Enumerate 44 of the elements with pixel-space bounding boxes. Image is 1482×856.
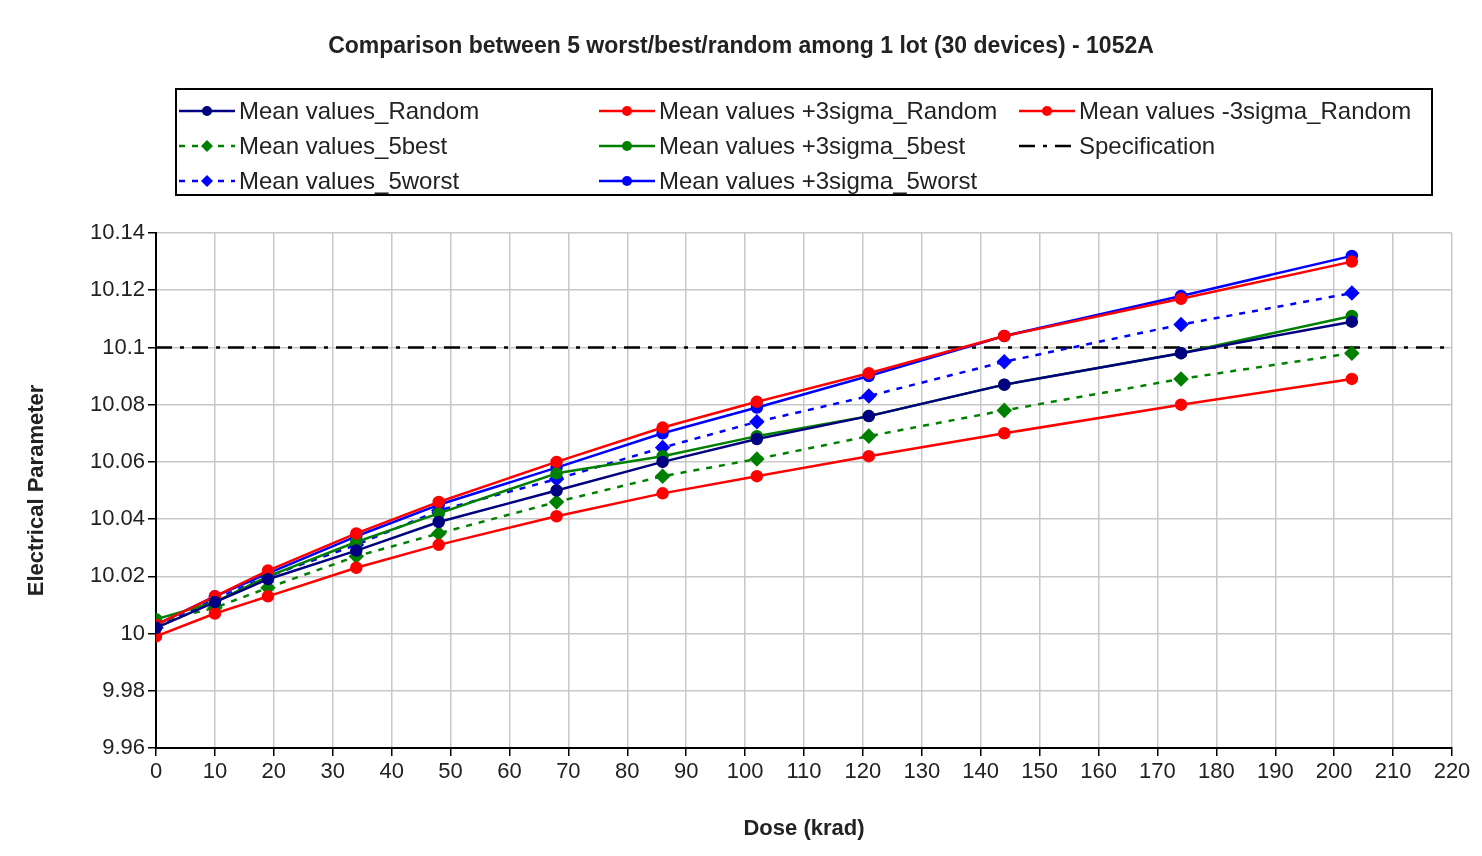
legend-label: Mean values +3sigma_5worst <box>659 166 978 195</box>
y-tick-label: 10.14 <box>89 219 145 245</box>
y-tick-label: 9.98 <box>102 676 145 702</box>
x-tick-label: 0 <box>149 758 163 784</box>
legend-label: Mean values +3sigma_Random <box>659 96 998 125</box>
legend-label: Mean values_5worst <box>239 166 460 195</box>
x-tick-label: 170 <box>1139 758 1176 784</box>
chart-title: Comparison between 5 worst/best/random among 1 lot (30 devices) - 1052A <box>327 32 1155 59</box>
y-tick-label: 10.04 <box>89 505 145 531</box>
legend-label: Mean values_Random <box>239 96 480 125</box>
y-tick-label: 9.96 <box>102 734 145 760</box>
y-tick-label: 10.08 <box>89 390 145 416</box>
legend-label: Mean values_5best <box>239 131 448 160</box>
y-tick-label: 10 <box>120 619 145 645</box>
x-tick-label: 140 <box>962 758 1000 784</box>
x-tick-label: 150 <box>1021 758 1058 784</box>
x-tick-label: 70 <box>556 758 581 784</box>
x-tick-label: 100 <box>726 758 764 784</box>
x-tick-label: 10 <box>202 758 228 784</box>
x-tick-label: 110 <box>786 758 822 784</box>
x-tick-label: 190 <box>1256 758 1294 784</box>
x-tick-label: 180 <box>1198 758 1235 784</box>
x-tick-label: 50 <box>438 758 463 784</box>
x-tick-label: 60 <box>497 758 522 784</box>
x-tick-label: 40 <box>379 758 404 784</box>
legend-label: Mean values -3sigma_Random <box>1079 96 1412 125</box>
y-tick-label: 10.02 <box>89 562 145 588</box>
y-axis-title: Electrical Parameter <box>23 384 49 597</box>
y-tick-label: 10.1 <box>102 333 145 359</box>
x-tick-label: 80 <box>615 758 640 784</box>
x-tick-label: 90 <box>673 758 699 784</box>
x-tick-label: 210 <box>1374 758 1412 784</box>
legend-label: Specification <box>1079 131 1216 160</box>
x-tick-label: 200 <box>1315 758 1353 784</box>
x-tick-label: 130 <box>903 758 941 784</box>
legend-label: Mean values +3sigma_5best <box>659 131 966 160</box>
x-tick-label: 220 <box>1433 758 1471 784</box>
y-tick-label: 10.12 <box>89 276 145 302</box>
x-tick-label: 120 <box>844 758 882 784</box>
y-tick-label: 10.06 <box>89 447 145 473</box>
x-axis-title: Dose (krad) <box>743 814 865 840</box>
x-tick-label: 160 <box>1080 758 1117 784</box>
x-tick-label: 20 <box>261 758 287 784</box>
x-tick-label: 30 <box>320 758 345 784</box>
